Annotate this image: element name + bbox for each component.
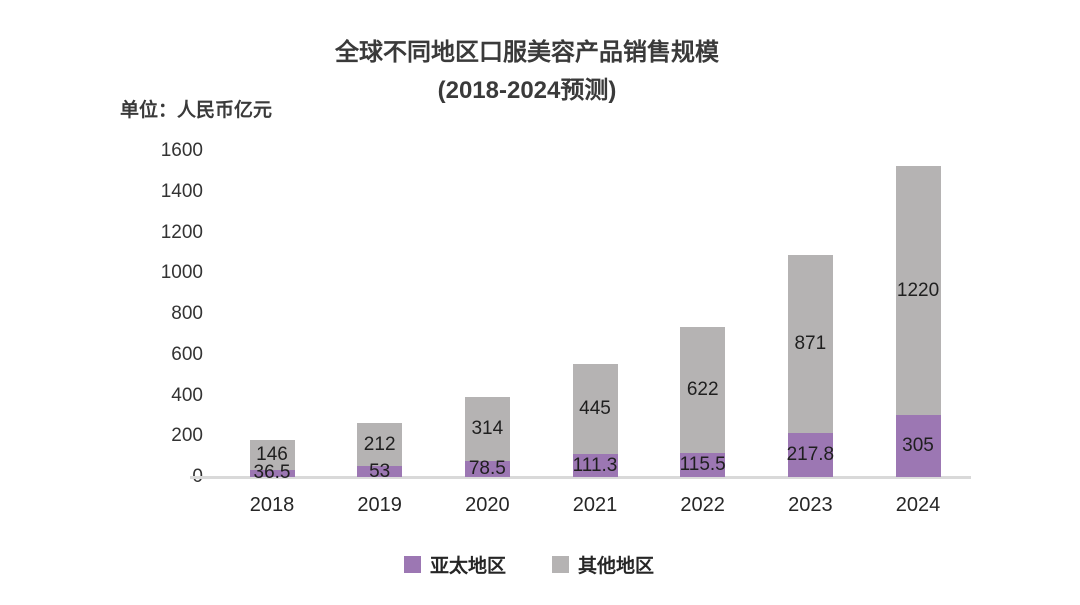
unit-label: 单位：人民币亿元 [120,100,273,121]
bar-value-label: 78.5 [468,458,506,479]
y-tick-label: 800 [171,303,203,324]
chart-title-line1: 全球不同地区口服美容产品销售规模 [335,39,719,66]
legend-swatch [403,556,421,573]
x-tick-label: 2021 [572,494,618,516]
bar-segment [357,466,403,477]
bar-segment [680,326,726,454]
bar-value-label: 36.5 [253,462,291,484]
bar-value-label: 111.3 [572,454,618,476]
bar-value-label: 305 [902,434,934,456]
legend-item: 亚太地区 [403,551,506,578]
bar-segment [895,414,941,477]
bar-segment [572,363,618,455]
x-tick-label: 2020 [465,494,510,516]
x-tick-label: 2022 [680,494,725,516]
y-tick-label: 1200 [160,221,203,243]
x-tick-label: 2023 [788,494,833,516]
bar-segment [680,453,726,477]
chart-title: 全球不同地区口服美容产品销售规模 (2018-2024预测) [0,34,1054,110]
chart-title-line2: (2018-2024预测) [437,77,617,104]
x-tick-label: 2019 [357,494,402,516]
bar-segment [464,461,510,477]
y-tick-label: 1400 [160,180,203,202]
bar-value-label: 212 [363,433,396,455]
bar-segment [249,469,295,477]
y-tick-label: 400 [171,384,203,406]
bar-segment [249,439,295,470]
bar-segment [787,432,833,477]
bar-segment [464,397,510,461]
x-axis-line [190,476,971,479]
x-tick-label: 2024 [895,494,941,516]
y-tick-label: 200 [171,425,203,447]
y-tick-label: 1600 [160,140,203,161]
y-tick-label: 600 [171,343,203,365]
bar-value-label: 871 [794,332,827,354]
bar-value-label: 146 [256,443,288,465]
bar-value-label: 115.5 [679,454,726,476]
bar-value-label: 217.8 [786,443,835,465]
bar-value-label: 53 [369,460,391,482]
legend-label: 其他地区 [578,556,655,577]
legend-label: 亚太地区 [429,556,506,577]
bar-segment [895,166,941,415]
bar-segment [357,423,403,467]
bar-segment [787,255,833,433]
legend-item: 其他地区 [552,551,654,578]
bar-value-label: 314 [471,418,504,440]
legend-swatch [552,556,569,573]
bar-value-label: 1220 [896,279,940,301]
y-tick-label: 1000 [160,262,203,284]
x-tick-label: 2018 [249,494,295,516]
legend: 亚太地区 其他地区 [0,551,1058,578]
bar-segment [572,454,618,477]
bar-value-label: 445 [579,397,611,419]
bar-value-label: 622 [686,379,719,401]
